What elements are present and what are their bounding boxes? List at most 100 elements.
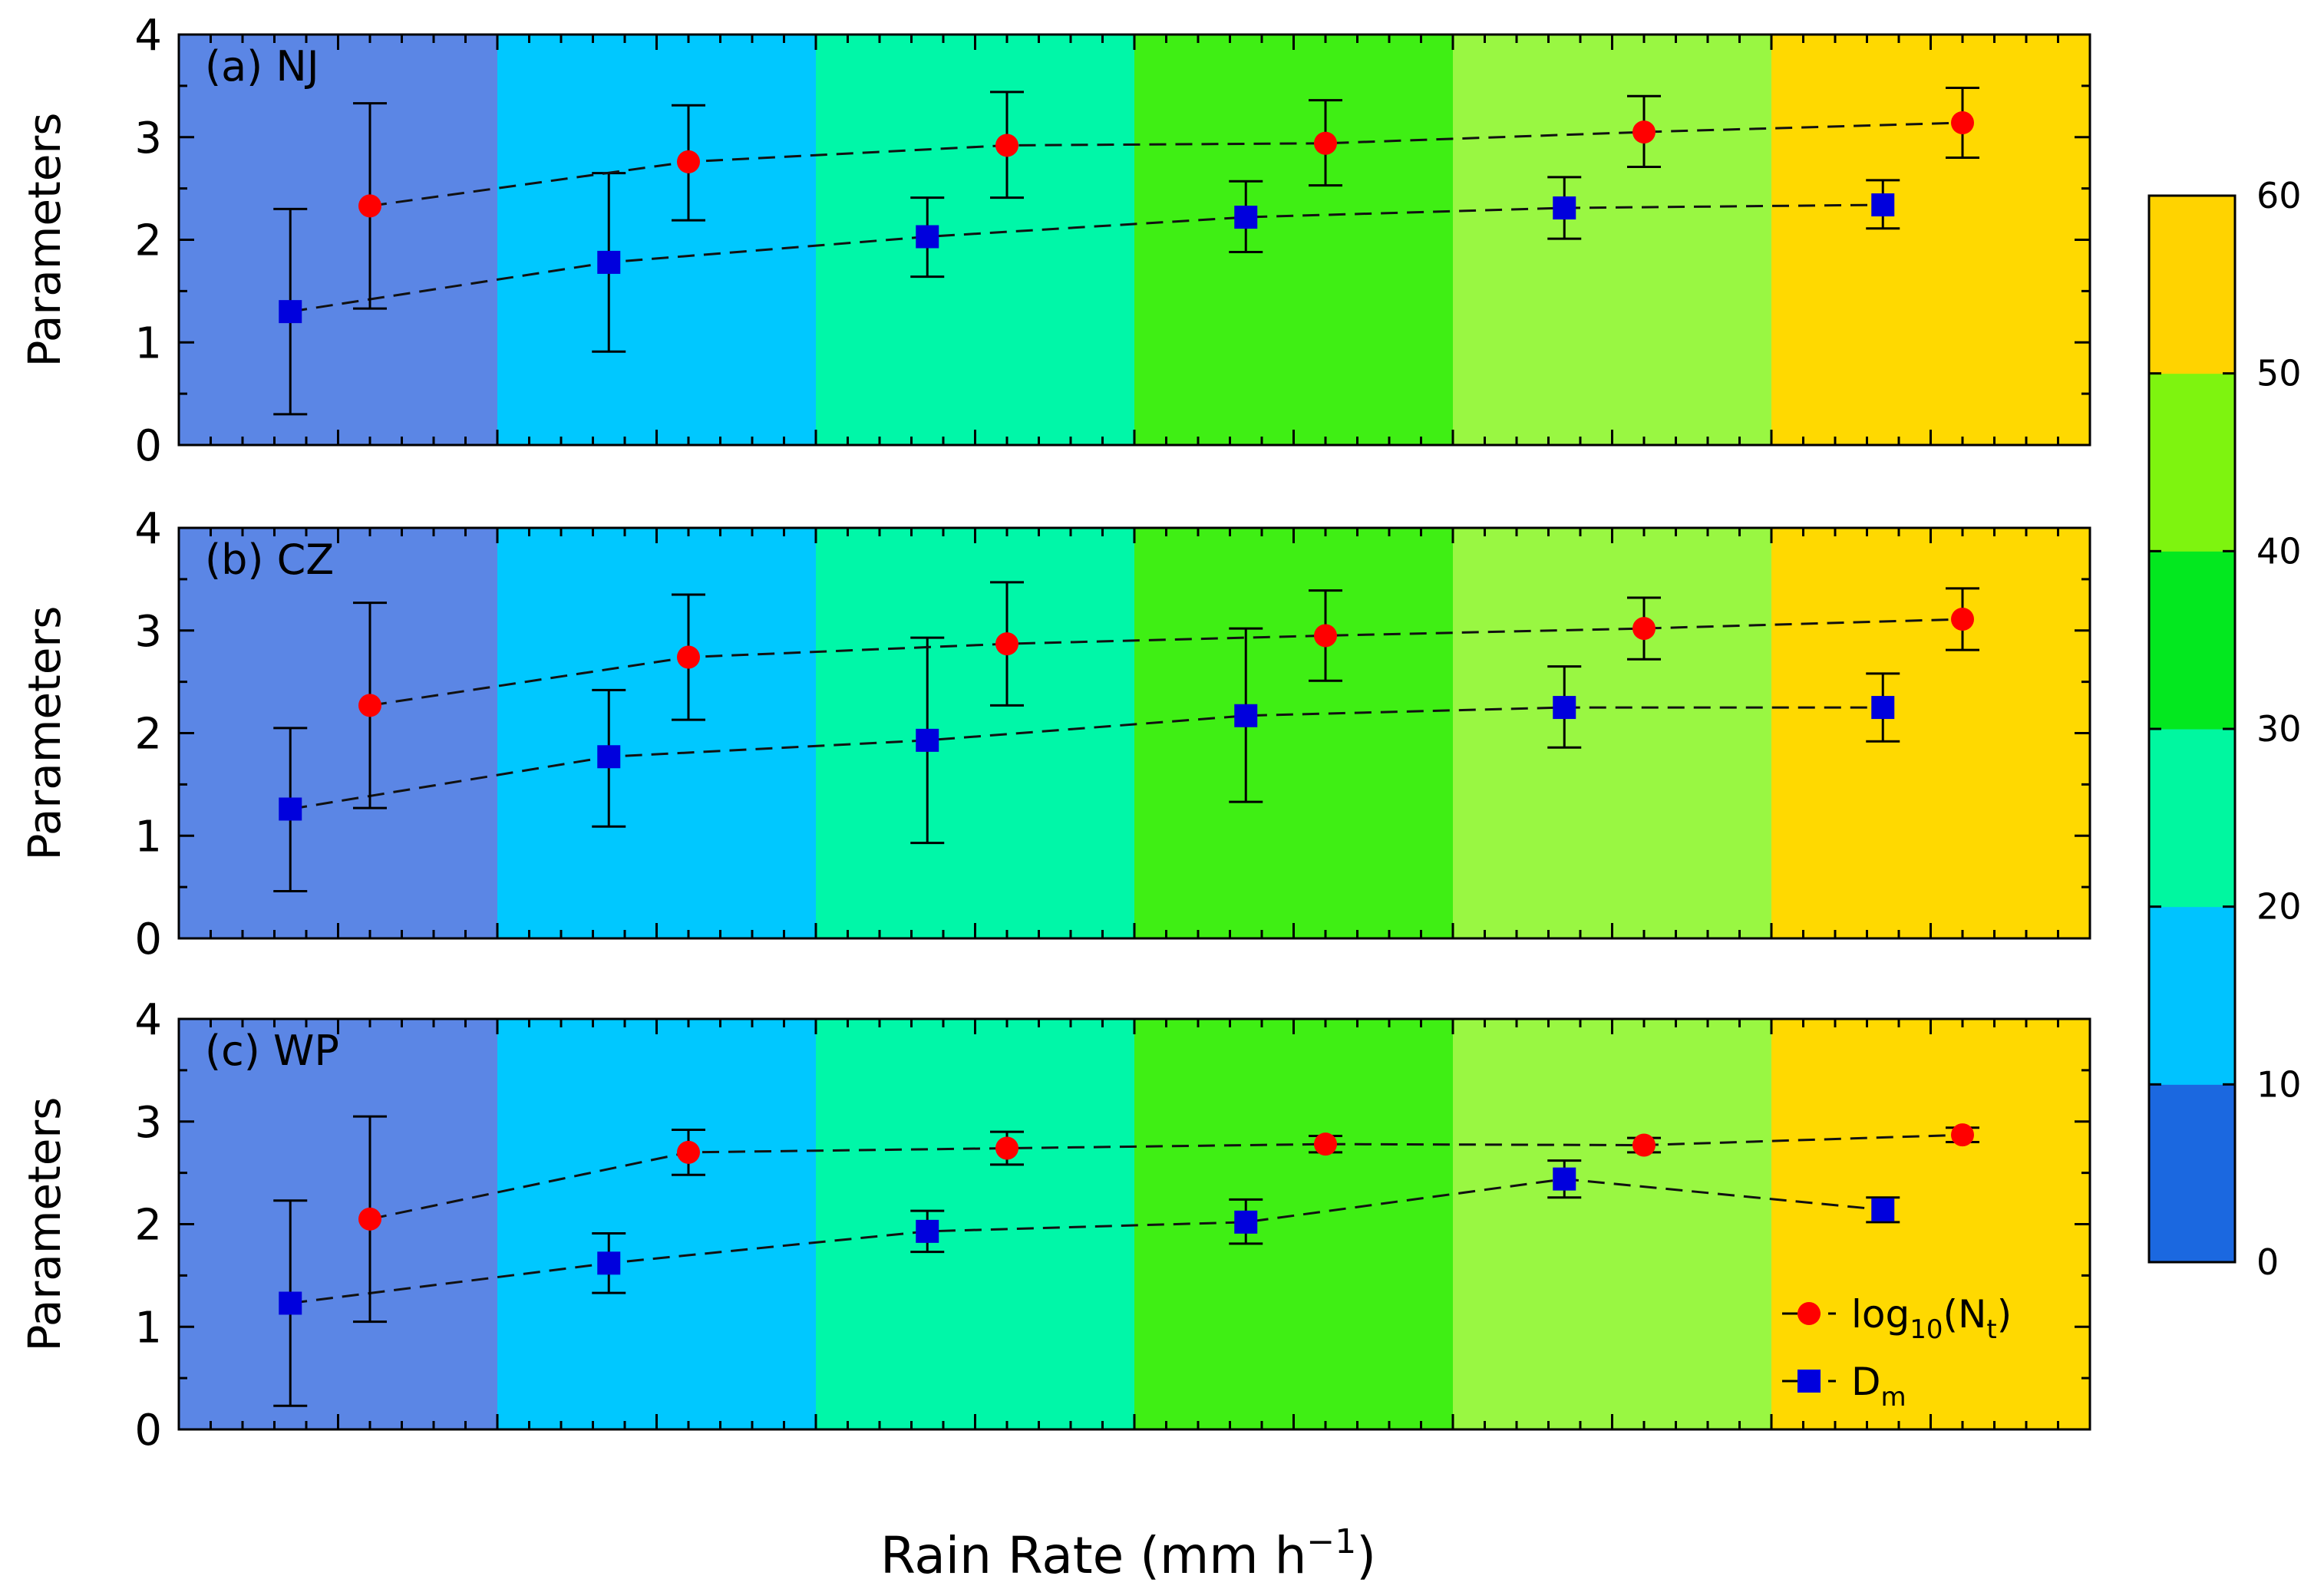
data-point-nt [1314, 131, 1337, 155]
y-tick-label: 2 [134, 710, 162, 760]
y-axis-label: Parameters [18, 113, 71, 368]
panels-group: 0 1 2 3 4 Parameters (a) NJ 0 1 2 3 4 Parameters (b) … [18, 11, 2091, 1455]
panel-label: (a) NJ [205, 42, 319, 91]
colorbar-tick-label: 40 [2256, 530, 2302, 572]
bin-background-10-20 [497, 528, 817, 938]
data-point-dm [1553, 1167, 1576, 1191]
data-point-nt [1951, 608, 1974, 631]
data-point-nt [1314, 1132, 1337, 1156]
colorbar-tick-label: 30 [2256, 708, 2302, 750]
data-point-dm [1234, 704, 1258, 727]
colorbar-segment [2149, 729, 2235, 908]
data-point-dm [916, 1219, 939, 1243]
y-tick-label: 1 [134, 318, 162, 368]
bin-background-40-50 [1453, 1019, 1772, 1429]
data-point-dm [1234, 206, 1258, 229]
data-point-nt [1951, 1123, 1974, 1147]
data-point-nt [995, 1136, 1018, 1160]
colorbar-segment [2149, 196, 2235, 374]
data-point-nt [1632, 120, 1656, 144]
bin-background-50-60 [1771, 1019, 2091, 1429]
data-point-nt [358, 694, 381, 717]
data-point-nt [358, 1207, 381, 1231]
y-tick-label: 1 [134, 812, 162, 862]
bin-background-40-50 [1453, 35, 1772, 445]
colorbar-segment [2149, 1084, 2235, 1263]
legend-label-dm: Dm [1851, 1360, 1906, 1413]
data-point-nt [677, 150, 700, 173]
colorbar: 0 10 20 30 40 50 60 [2147, 175, 2302, 1283]
bin-background-30-40 [1134, 528, 1454, 938]
data-point-nt [677, 645, 700, 669]
data-point-dm [916, 728, 939, 752]
series-line-nt [369, 1133, 1963, 1221]
data-point-dm [279, 300, 302, 324]
colorbar-tick-label: 0 [2256, 1241, 2279, 1283]
colorbar-segment [2149, 906, 2235, 1085]
panel-frame [177, 33, 2091, 447]
bin-background-30-40 [1134, 35, 1454, 445]
data-point-dm [279, 1291, 302, 1315]
bin-background-0-10 [179, 35, 498, 445]
colorbar-tick-label: 20 [2256, 886, 2302, 928]
panel-1: 0 1 2 3 4 Parameters (a) NJ [18, 11, 2091, 471]
data-point-nt [1632, 1133, 1656, 1157]
y-tick-label: 2 [134, 1201, 162, 1251]
y-tick-label: 3 [134, 607, 162, 657]
y-tick-label: 3 [134, 114, 162, 163]
legend: log10(Nt) Dm [1782, 1292, 2012, 1413]
panel-3: 0 1 2 3 4 Parameters (c) WP [18, 995, 2091, 1455]
bin-background-40-50 [1453, 528, 1772, 938]
data-point-dm [279, 797, 302, 821]
panel-2: 0 1 2 3 4 Parameters (b) CZ [18, 504, 2091, 964]
data-point-dm [1553, 696, 1576, 720]
bin-background-50-60 [1771, 528, 2091, 938]
series-dm [273, 627, 1900, 892]
data-point-dm [597, 250, 621, 274]
y-tick-label: 2 [134, 216, 162, 266]
series-line-dm [290, 1178, 1883, 1304]
data-point-nt [995, 632, 1018, 656]
data-point-dm [1553, 196, 1576, 220]
series-nt [353, 87, 1979, 310]
series-nt [353, 1115, 1979, 1324]
colorbar-tick-label: 60 [2256, 175, 2302, 216]
data-point-dm [916, 225, 939, 249]
legend-marker-nt [1797, 1302, 1821, 1325]
bin-background-0-10 [179, 528, 498, 938]
colorbar-segment [2149, 373, 2235, 552]
bin-background-0-10 [179, 1019, 498, 1429]
series-line-dm [290, 706, 1883, 810]
data-point-nt [1632, 617, 1656, 641]
bin-background-10-20 [497, 35, 817, 445]
y-tick-label: 3 [134, 1098, 162, 1148]
y-tick-label: 0 [134, 915, 162, 964]
y-tick-label: 4 [134, 11, 162, 61]
series-line-nt [369, 618, 1963, 707]
series-nt [353, 581, 1979, 809]
panel-label: (c) WP [205, 1027, 339, 1075]
colorbar-tick-label: 50 [2256, 353, 2302, 394]
y-axis-label: Parameters [18, 1097, 71, 1352]
data-point-dm [1234, 1210, 1258, 1234]
data-point-nt [358, 194, 381, 218]
bin-background-20-30 [816, 528, 1135, 938]
data-point-dm [597, 745, 621, 769]
x-axis-label: Rain Rate (mm h−1) [880, 1522, 1376, 1585]
y-tick-label: 4 [134, 504, 162, 554]
y-axis-label: Parameters [18, 606, 71, 861]
y-tick-label: 0 [134, 1406, 162, 1455]
data-point-dm [1871, 1198, 1895, 1221]
legend-marker-dm [1797, 1370, 1821, 1393]
data-point-nt [1314, 624, 1337, 648]
data-point-dm [1871, 193, 1895, 217]
tick-marks [177, 33, 2091, 447]
y-tick-label: 1 [134, 1303, 162, 1353]
panel-frame [177, 526, 2091, 940]
series-line-dm [290, 203, 1883, 313]
data-point-dm [1871, 696, 1895, 720]
data-point-nt [677, 1140, 700, 1164]
colorbar-segment [2149, 551, 2235, 730]
data-point-dm [597, 1251, 621, 1275]
